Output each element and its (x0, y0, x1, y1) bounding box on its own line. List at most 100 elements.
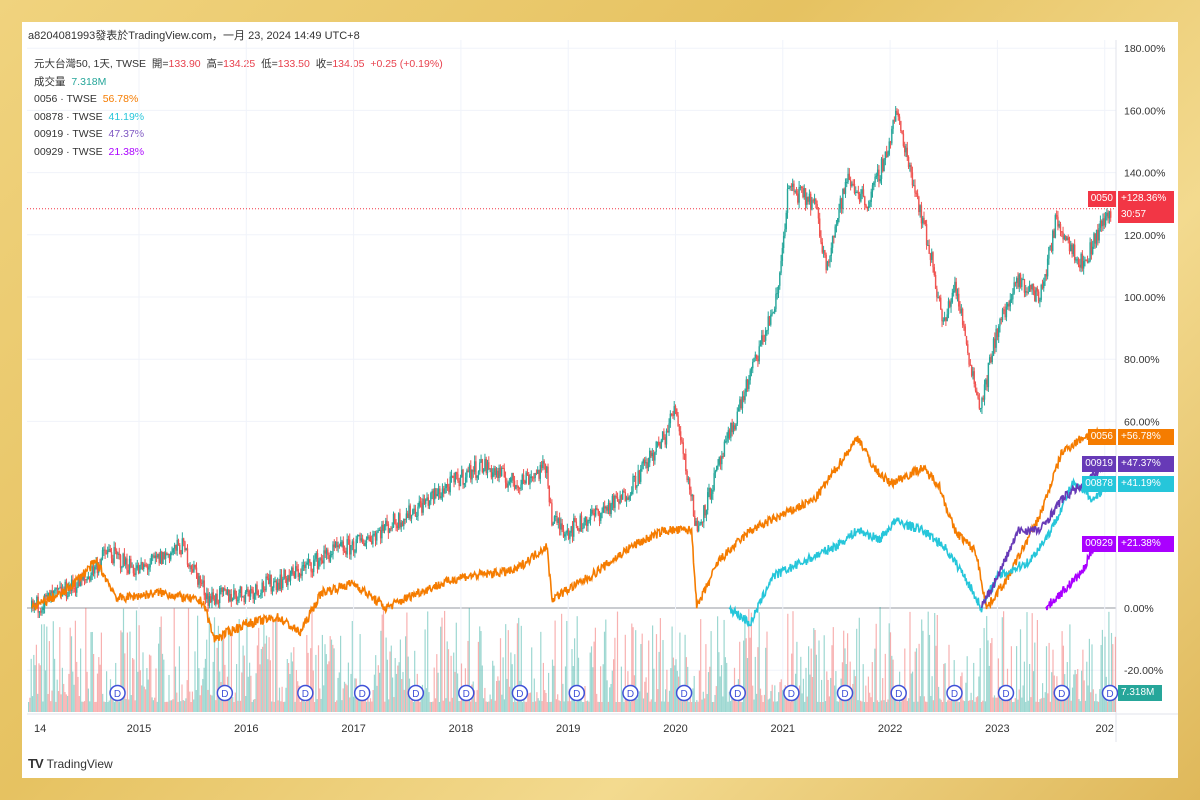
volume-bar (809, 674, 811, 712)
volume-bar (518, 617, 520, 712)
candle-body (318, 560, 320, 569)
volume-bar (620, 666, 622, 712)
candle-body (717, 464, 719, 466)
volume-bar (965, 682, 967, 712)
legend-00878[interactable]: 00878 · TWSE 41.19% (34, 109, 443, 127)
open-value: 133.90 (168, 58, 201, 70)
price-tag-change: +47.37% (1121, 458, 1161, 469)
candle-body (977, 394, 979, 399)
candle-body (677, 415, 679, 427)
candle-body (669, 413, 672, 424)
candle-body (184, 541, 186, 551)
candle-body (1094, 233, 1096, 244)
x-tick-label: 202 (1096, 723, 1114, 735)
candle-body (1030, 285, 1032, 290)
volume-bar (306, 635, 308, 712)
candle-body (910, 165, 912, 173)
volume-bar (1036, 619, 1038, 712)
volume-bar (341, 700, 343, 712)
volume-bar (28, 702, 30, 712)
volume-bar (702, 691, 704, 712)
dividend-icon (729, 684, 746, 702)
legend-volume[interactable]: 成交量 7.318M (34, 74, 443, 92)
volume-bar (815, 654, 817, 712)
candle-body (1012, 293, 1014, 300)
candle-body (1037, 291, 1040, 302)
volume-bar (977, 696, 979, 712)
price-tag-symbol-00919[interactable]: 00919 (1082, 456, 1116, 472)
volume-bar (927, 611, 929, 712)
candle-body (334, 541, 337, 548)
candle-body (714, 471, 717, 474)
volume-bar (908, 698, 910, 712)
candle-body (896, 110, 898, 113)
candle-body (146, 565, 149, 570)
volume-bar (700, 619, 702, 712)
volume-bar (719, 676, 721, 712)
volume-bar (1071, 687, 1074, 712)
volume-bar (1045, 646, 1048, 712)
candle-body (901, 131, 903, 134)
price-tag-symbol-00878[interactable]: 00878 (1082, 476, 1116, 492)
legend-00919[interactable]: 00919 · TWSE 47.37% (34, 126, 443, 144)
price-tag-value-0056[interactable]: +56.78% (1118, 429, 1174, 445)
volume-bar (48, 641, 50, 712)
candle-body (306, 562, 308, 565)
volume-bar (148, 654, 151, 712)
price-tag-countdown: 30:57 (1121, 209, 1147, 220)
candle-body (846, 181, 848, 183)
candle-body (874, 176, 876, 183)
dividend-label: D (841, 689, 848, 700)
candle-body (803, 188, 805, 198)
candle-body (140, 562, 142, 566)
price-tag-value-00878[interactable]: +41.19% (1118, 476, 1174, 492)
volume-bar (658, 651, 660, 712)
candle-body (1084, 259, 1086, 262)
volume-bar (268, 637, 270, 712)
volume-bar (483, 698, 485, 712)
candle-body (919, 205, 921, 213)
volume-bar (397, 665, 399, 712)
price-tag-symbol-00929[interactable]: 00929 (1082, 536, 1116, 552)
candle-body (436, 493, 438, 497)
price-tag-value-00929[interactable]: +21.38% (1118, 536, 1174, 552)
candle-body (237, 600, 239, 602)
candle-body (865, 205, 867, 207)
legend-label: 00919 · TWSE (34, 128, 103, 140)
volume-bar (808, 646, 810, 712)
candle-body (172, 548, 175, 553)
price-tag-value-00919[interactable]: +47.37% (1118, 456, 1174, 472)
volume-bar (883, 700, 885, 712)
price-tag-symbol-0050[interactable]: 0050 (1087, 191, 1116, 207)
legend-0056[interactable]: 0056 · TWSE 56.78% (34, 91, 443, 109)
candle-body (1095, 229, 1098, 244)
candle-body (90, 575, 92, 581)
volume-bar (384, 701, 386, 712)
volume-bar (185, 698, 187, 712)
candle-body (406, 513, 409, 518)
volume-bar (1087, 685, 1089, 712)
candle-body (303, 565, 306, 568)
candle-body (961, 308, 964, 325)
candle-body (647, 462, 650, 469)
legend-main[interactable]: 元大台灣50, 1天, TWSE 開=133.90 高=134.25 低=133… (34, 56, 443, 74)
price-tag-value-0050[interactable]: +128.36% 30:57 (1118, 191, 1174, 223)
volume-bar (273, 701, 275, 712)
price-tag-symbol-0056[interactable]: 0056 (1087, 429, 1116, 445)
legend-value: 47.37% (108, 128, 145, 140)
volume-bar (323, 685, 325, 712)
volume-bar (918, 643, 920, 712)
candle-body (324, 550, 326, 554)
tradingview-logo[interactable]: TV TradingView (28, 756, 113, 771)
dividend-marker: D (458, 684, 475, 702)
volume-bar (1040, 698, 1042, 712)
dividend-icon (353, 684, 371, 702)
candle-body (594, 507, 597, 516)
volume-bar (661, 701, 663, 712)
candle-body (813, 199, 816, 202)
volume-bar (814, 629, 816, 712)
volume-bar (671, 626, 673, 712)
candle-body (1068, 240, 1071, 252)
legend-00929[interactable]: 00929 · TWSE 21.38% (34, 144, 443, 162)
